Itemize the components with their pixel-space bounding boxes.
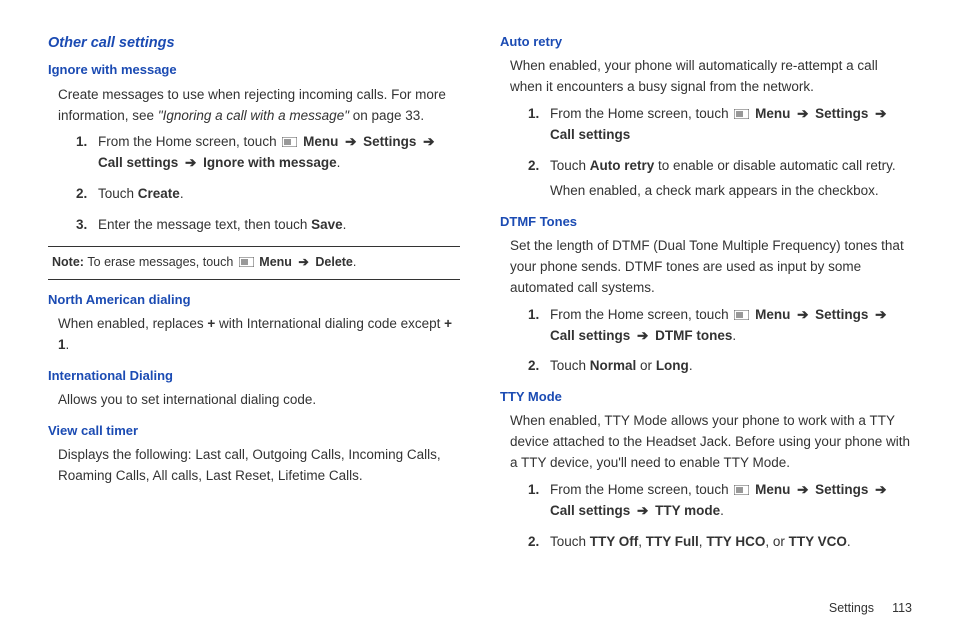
note-delete: Delete (312, 255, 353, 269)
footer-label: Settings (829, 601, 874, 615)
arrow-icon: ➔ (345, 132, 356, 153)
tty-full: TTY Full (646, 534, 699, 549)
auto-retry-text: When enabled, your phone will automatica… (510, 56, 912, 98)
step-2: Touch Create. (76, 184, 460, 205)
menu-label: Menu (751, 307, 794, 322)
settings-label: Settings (811, 482, 872, 497)
save-label: Save (311, 217, 343, 232)
menu-icon (734, 485, 749, 495)
arrow-icon: ➔ (875, 480, 886, 501)
arrow-icon: ➔ (875, 305, 886, 326)
step-2: Touch TTY Off, TTY Full, TTY HCO, or TTY… (528, 532, 912, 553)
tty-vco: TTY VCO (789, 534, 847, 549)
tty-hco: TTY HCO (706, 534, 765, 549)
sub-title-ignore: Ignore with message (48, 60, 460, 80)
manual-page: Other call settings Ignore with message … (0, 0, 954, 636)
text: Touch (550, 534, 590, 549)
auto-retry-steps: From the Home screen, touch Menu ➔ Setti… (528, 104, 912, 202)
text: From the Home screen, touch (98, 134, 280, 149)
settings-label: Settings (359, 134, 420, 149)
step-2: Touch Normal or Long. (528, 356, 912, 377)
call-settings-label: Call settings (550, 328, 634, 343)
menu-icon (734, 310, 749, 320)
ignore-desc: Create messages to use when rejecting in… (58, 85, 460, 127)
text: Enter the message text, then touch (98, 217, 311, 232)
text: , or (765, 534, 788, 549)
left-column: Other call settings Ignore with message … (48, 32, 460, 618)
dtmf-text: Set the length of DTMF (Dual Tone Multip… (510, 236, 912, 299)
text: Touch (98, 186, 138, 201)
tty-steps: From the Home screen, touch Menu ➔ Setti… (528, 480, 912, 553)
arrow-icon: ➔ (298, 253, 308, 272)
menu-label: Menu (751, 106, 794, 121)
page-footer: Settings 113 (829, 599, 912, 618)
dtmf-steps: From the Home screen, touch Menu ➔ Setti… (528, 305, 912, 378)
step-1: From the Home screen, touch Menu ➔ Setti… (528, 104, 912, 146)
tty-mode-label: TTY mode (651, 503, 720, 518)
arrow-icon: ➔ (797, 104, 808, 125)
right-column: Auto retry When enabled, your phone will… (500, 32, 912, 618)
call-settings-label: Call settings (550, 503, 634, 518)
section-title: Other call settings (48, 32, 460, 54)
text: on page 33. (349, 108, 424, 123)
step-1: From the Home screen, touch Menu ➔ Setti… (528, 305, 912, 347)
menu-icon (734, 109, 749, 119)
text: From the Home screen, touch (550, 106, 732, 121)
sub-title-dtmf: DTMF Tones (500, 212, 912, 232)
text: From the Home screen, touch (550, 307, 732, 322)
create-label: Create (138, 186, 180, 201)
menu-icon (282, 137, 297, 147)
ignore-steps: From the Home screen, touch Menu ➔ Setti… (76, 132, 460, 236)
arrow-icon: ➔ (423, 132, 434, 153)
menu-label: Menu (299, 134, 342, 149)
text: From the Home screen, touch (550, 482, 732, 497)
intl-dialing-text: Allows you to set international dialing … (58, 390, 460, 411)
settings-label: Settings (811, 106, 872, 121)
tty-off: TTY Off (590, 534, 639, 549)
arrow-icon: ➔ (637, 326, 648, 347)
step-1: From the Home screen, touch Menu ➔ Setti… (76, 132, 460, 174)
note-prefix: Note: (52, 255, 87, 269)
step-2: Touch Auto retry to enable or disable au… (528, 156, 912, 202)
tty-text: When enabled, TTY Mode allows your phone… (510, 411, 912, 474)
arrow-icon: ➔ (875, 104, 886, 125)
call-timer-text: Displays the following: Last call, Outgo… (58, 445, 460, 487)
sub-title-intl-dialing: International Dialing (48, 366, 460, 386)
text-italic: "Ignoring a call with a message" (158, 108, 349, 123)
call-settings-label: Call settings (98, 155, 182, 170)
call-settings-label: Call settings (550, 127, 630, 142)
note-box: Note: To erase messages, touch Menu ➔ De… (48, 246, 460, 279)
text: When enabled, replaces (58, 316, 207, 331)
text: , (638, 534, 646, 549)
ignore-label: Ignore with message (199, 155, 336, 170)
text: with International dialing code except (215, 316, 444, 331)
text: Touch (550, 158, 590, 173)
footer-page: 113 (892, 601, 912, 615)
arrow-icon: ➔ (185, 153, 196, 174)
normal-label: Normal (590, 358, 637, 373)
dtmf-label: DTMF tones (651, 328, 732, 343)
settings-label: Settings (811, 307, 872, 322)
note-menu: Menu (256, 255, 296, 269)
menu-icon (239, 257, 254, 267)
arrow-icon: ➔ (797, 305, 808, 326)
text: Touch (550, 358, 590, 373)
text: to enable or disable automatic call retr… (654, 158, 895, 173)
sub-title-auto-retry: Auto retry (500, 32, 912, 52)
sub-title-na-dialing: North American dialing (48, 290, 460, 310)
step-3: Enter the message text, then touch Save. (76, 215, 460, 236)
menu-label: Menu (751, 482, 794, 497)
long-label: Long (656, 358, 689, 373)
sub-title-tty: TTY Mode (500, 387, 912, 407)
arrow-icon: ➔ (637, 501, 648, 522)
step-1: From the Home screen, touch Menu ➔ Setti… (528, 480, 912, 522)
text: When enabled, a check mark appears in th… (550, 181, 912, 202)
text: or (636, 358, 656, 373)
sub-title-call-timer: View call timer (48, 421, 460, 441)
arrow-icon: ➔ (797, 480, 808, 501)
note-text: To erase messages, touch (87, 255, 236, 269)
na-dialing-text: When enabled, replaces + with Internatio… (58, 314, 460, 356)
auto-retry-label: Auto retry (590, 158, 655, 173)
